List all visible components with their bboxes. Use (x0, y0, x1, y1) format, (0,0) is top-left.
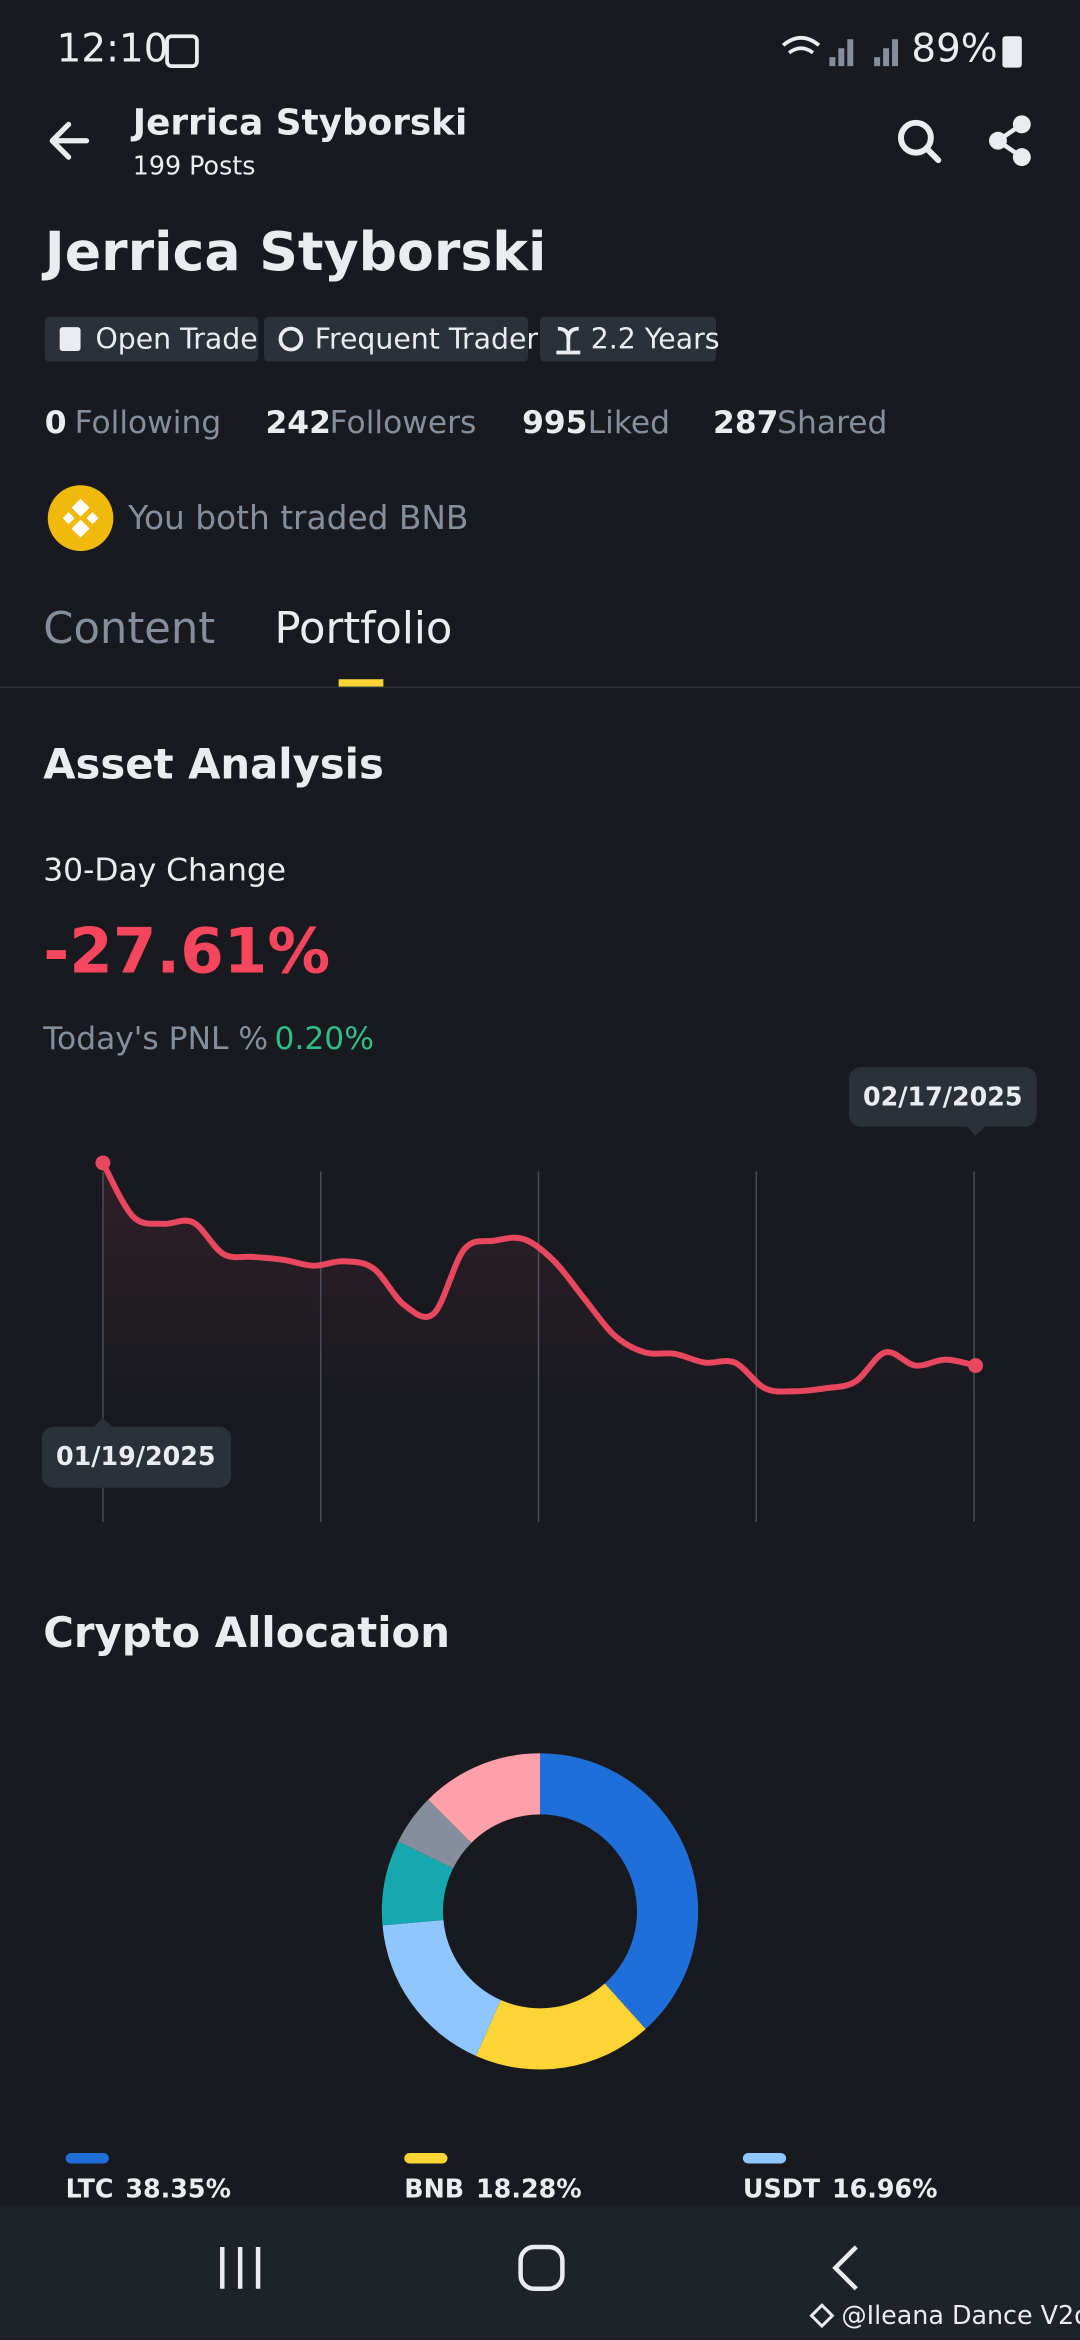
badge: 2.2 Years (591, 323, 720, 356)
legend-label: USDT (743, 2173, 821, 2203)
legend-value: 16.96% (832, 2173, 938, 2203)
bnb-logo (62, 498, 99, 538)
pnl-label: Today's PNL % (42, 1021, 268, 1057)
stat-count: 995 (522, 405, 587, 441)
pnl-value: 0.20% (274, 1021, 373, 1057)
stat-label[interactable]: Followers (330, 405, 477, 441)
stat-label: Shared (777, 405, 887, 441)
legend-swatch (742, 2153, 787, 2164)
stats: 0 Following 242 Followers 995 Liked 287 … (45, 405, 888, 441)
nav-back-button[interactable] (832, 2245, 858, 2291)
legend-value: 38.35% (125, 2173, 231, 2203)
line-chart: 02/17/2025 01/19/2025 (41, 1067, 1037, 1523)
donut-slice (540, 1753, 699, 2029)
end-point (95, 1155, 111, 1171)
donut-slice (381, 1841, 454, 1926)
badge-icon (278, 326, 304, 352)
watermark-logo (809, 2303, 835, 2329)
tab-indicator (338, 679, 384, 687)
badge: Frequent Trader (315, 323, 539, 356)
stat-count: 242 (266, 405, 331, 441)
stat-label: Liked (588, 405, 670, 441)
badge-bg (264, 316, 529, 362)
change-value: -27.61% (43, 914, 330, 987)
legend-label: LTC (66, 2173, 114, 2203)
bnb-icon (47, 485, 114, 551)
recents-button[interactable] (220, 2247, 261, 2289)
end-point (968, 1358, 984, 1374)
status-time: 12:10 (57, 27, 169, 72)
badges: Open Trade Frequent Trader 2.2 Years (44, 316, 720, 362)
battery-icon (1002, 36, 1022, 68)
stat-count: 0 (45, 405, 67, 441)
wifi-icon (781, 35, 821, 55)
legend-swatch (65, 2153, 109, 2164)
image-icon (165, 34, 199, 68)
tab-active[interactable]: Portfolio (274, 604, 452, 654)
nav-bar (0, 2205, 1080, 2340)
stat-label[interactable]: Following (75, 405, 222, 441)
legend-swatch (404, 2153, 448, 2164)
search-button[interactable] (898, 119, 942, 164)
stat-count: 287 (713, 405, 778, 441)
area (102, 1162, 976, 1403)
donut-slice (382, 1919, 501, 2056)
tooltip-pointer (966, 1126, 985, 1136)
header-posts: 199 Posts (133, 151, 256, 181)
section-title: Crypto Allocation (43, 1608, 450, 1657)
date-label: 01/19/2025 (56, 1441, 216, 1471)
donut-slice (476, 1983, 646, 2070)
tab[interactable]: Content (43, 604, 215, 654)
home-button[interactable] (518, 2244, 565, 2292)
header-name: Jerrica Styborski (130, 102, 468, 143)
tooltip-pointer (93, 1417, 112, 1427)
watermark: @Ileana Dance V2oc (841, 2300, 1080, 2330)
date-tooltip (848, 1067, 1037, 1127)
badge-bg (540, 316, 717, 362)
date-label: 02/17/2025 (863, 1081, 1023, 1111)
back-button[interactable] (49, 121, 90, 160)
badge-bg (44, 316, 259, 362)
signal-icon (829, 39, 899, 67)
line (100, 1161, 977, 1395)
date-tooltip (41, 1426, 232, 1488)
badge-icon (556, 326, 581, 355)
legend-value: 18.28% (476, 2173, 582, 2203)
profile-name: Jerrica Styborski (41, 220, 547, 283)
badge-icon (59, 327, 81, 352)
share-button[interactable] (989, 115, 1031, 167)
battery-level: 89% (911, 27, 997, 72)
donut-slice (428, 1753, 540, 1843)
change-label: 30-Day Change (43, 853, 286, 889)
donut-chart: LTC 38.35% BNB 18.28% USDT 16.96% (65, 1753, 938, 2203)
shared-trade: You both traded BNB (127, 499, 468, 537)
badge: Open Trade (95, 323, 257, 356)
donut-slice (398, 1799, 472, 1869)
legend-label: BNB (404, 2173, 464, 2203)
section-title: Asset Analysis (43, 740, 384, 789)
